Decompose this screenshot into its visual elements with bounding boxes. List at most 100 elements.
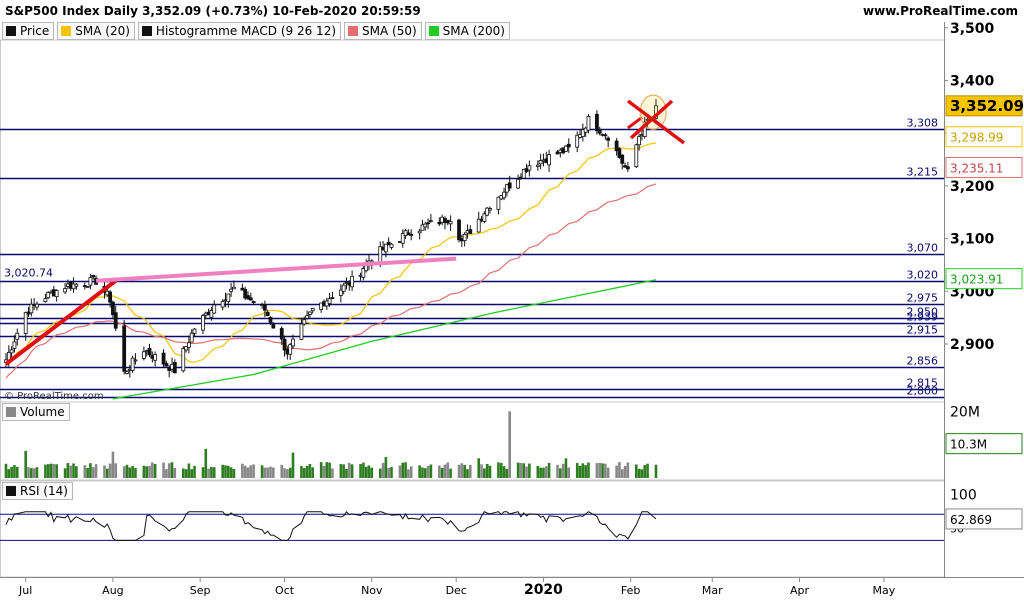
- volume-bar: [204, 448, 208, 478]
- legend-item-macd[interactable]: Histogramme MACD (9 26 12): [137, 22, 342, 40]
- volume-value-tag: 10.3M: [950, 438, 987, 452]
- legend-item-price[interactable]: Price: [2, 22, 55, 40]
- volume-panel-frame: [0, 401, 945, 481]
- volume-bar: [322, 465, 326, 478]
- volume-bar: [46, 464, 50, 478]
- volume-bar: [606, 467, 610, 478]
- candle-body: [389, 243, 394, 248]
- volume-bar: [52, 463, 56, 478]
- candle-body: [496, 196, 501, 210]
- candle-body: [457, 219, 461, 241]
- sma50-value-tag: 3,235.11: [950, 161, 1003, 175]
- rsi-value-tag-box: [945, 508, 1023, 530]
- volume-bar: [108, 463, 112, 478]
- volume-bar: [105, 468, 109, 478]
- level-label: 3,308: [907, 117, 939, 130]
- volume-bar: [587, 462, 590, 478]
- volume-bar: [505, 468, 509, 478]
- candle-body: [111, 301, 115, 316]
- volume-label: Volume: [20, 405, 65, 419]
- volume-bar: [125, 464, 129, 478]
- volume-bar: [243, 465, 247, 478]
- volume-bar: [94, 464, 98, 478]
- candle-body: [538, 160, 543, 165]
- volume-bar: [266, 467, 269, 478]
- rsi-path: [5, 511, 657, 541]
- cross-mark: [626, 99, 686, 145]
- volume-bar: [131, 466, 134, 478]
- volume-bar: [578, 465, 582, 478]
- volume-bar: [528, 463, 531, 478]
- volume-bar: [328, 462, 331, 478]
- volume-bar: [184, 469, 188, 478]
- chart-title: S&P500 Index Daily 3,352.09 (+0.73%) 10-…: [5, 4, 421, 18]
- volume-bar: [331, 468, 334, 478]
- last-price-tag-box: [945, 95, 1023, 117]
- price-swatch-icon: [6, 26, 16, 36]
- candle-body: [226, 293, 231, 302]
- volume-bar: [483, 468, 486, 478]
- sma50-value-tag-box: [945, 156, 1023, 178]
- cross-mark: [629, 99, 674, 140]
- volume-bar: [224, 465, 227, 478]
- volume-bar: [508, 411, 511, 478]
- price-tick-label: 3,400: [950, 74, 995, 90]
- volume-bar: [181, 468, 185, 478]
- candle-body: [327, 298, 332, 304]
- volume-swatch-icon: [6, 407, 16, 417]
- candle-body: [437, 221, 442, 225]
- month-label: 2020: [524, 582, 563, 598]
- month-label: Mar: [702, 584, 723, 597]
- volume-bar: [654, 464, 658, 478]
- volume-bar: [626, 462, 630, 478]
- candle-body: [642, 121, 647, 137]
- volume-bar: [595, 463, 599, 478]
- volume-bar: [291, 452, 295, 478]
- volume-bar: [72, 463, 75, 478]
- candle-body: [229, 288, 234, 292]
- candle-body: [82, 285, 87, 287]
- moving-averages: [5, 142, 657, 400]
- volume-bar: [564, 458, 568, 478]
- volume-bar: [646, 463, 649, 478]
- volume-bar: [246, 467, 250, 478]
- candle-body: [108, 291, 113, 303]
- volume-bar: [488, 465, 492, 478]
- candle-body: [141, 351, 146, 359]
- volume-bar: [27, 467, 30, 478]
- rsi-line: [0, 511, 944, 541]
- rsi-panel-tag[interactable]: RSI (14): [2, 482, 73, 500]
- month-label: Aug: [102, 584, 123, 597]
- volume-bar: [575, 462, 579, 478]
- volume-bar: [618, 462, 621, 478]
- volume-panel-tag[interactable]: Volume: [2, 403, 70, 421]
- volume-value-tag-box: [945, 433, 1023, 455]
- website-label: www.ProRealTime.com: [863, 4, 1018, 18]
- volume-bar: [269, 466, 272, 478]
- legend-item-sma50[interactable]: SMA (50): [344, 22, 422, 40]
- candle-body: [527, 165, 532, 171]
- candle-body: [209, 310, 214, 318]
- volume-bar: [280, 464, 284, 478]
- sma20-swatch-icon: [61, 26, 72, 36]
- month-label: Oct: [275, 584, 295, 597]
- legend-item-sma200[interactable]: SMA (200): [424, 22, 510, 40]
- volume-bar: [15, 466, 19, 478]
- volume-bar: [170, 462, 174, 478]
- volume-bar: [325, 462, 329, 478]
- volume-bar: [561, 463, 565, 478]
- candle-body: [606, 137, 611, 141]
- macd-swatch-icon: [141, 26, 152, 36]
- candle-body: [91, 275, 96, 278]
- volume-bar: [601, 463, 604, 478]
- candle-body: [189, 332, 194, 343]
- legend-item-sma20[interactable]: SMA (20): [57, 22, 135, 40]
- volume-bar: [4, 463, 8, 478]
- candle-body: [161, 352, 166, 365]
- volume-bar: [114, 463, 118, 478]
- rsi-swatch-icon: [6, 486, 16, 496]
- candle-body: [507, 182, 512, 189]
- candle-body: [597, 128, 602, 134]
- volume-bar: [440, 467, 444, 478]
